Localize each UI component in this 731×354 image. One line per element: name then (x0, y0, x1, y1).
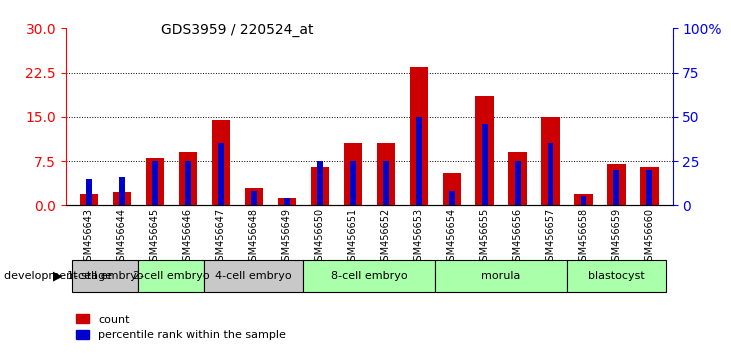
Text: GSM456644: GSM456644 (117, 207, 127, 267)
Bar (185, 161, 191, 205)
Text: GDS3959 / 220524_at: GDS3959 / 220524_at (161, 23, 314, 37)
Text: GSM456645: GSM456645 (150, 207, 160, 267)
Bar (251, 191, 257, 205)
Text: GSM456657: GSM456657 (545, 207, 556, 267)
FancyBboxPatch shape (567, 260, 666, 292)
Bar (376, 143, 395, 205)
Bar (509, 152, 526, 205)
FancyBboxPatch shape (204, 260, 303, 292)
Bar (80, 194, 98, 205)
Text: GSM456654: GSM456654 (447, 207, 457, 267)
Text: GSM456646: GSM456646 (183, 207, 193, 267)
Text: GSM456647: GSM456647 (216, 207, 226, 267)
Bar (344, 143, 362, 205)
Bar (449, 191, 455, 205)
Text: GSM456655: GSM456655 (480, 207, 490, 267)
Text: development stage: development stage (4, 271, 112, 281)
Text: GSM456650: GSM456650 (314, 207, 325, 267)
Bar (580, 196, 586, 205)
Bar (212, 120, 230, 205)
Text: 1-cell embryo: 1-cell embryo (67, 271, 143, 281)
Text: blastocyst: blastocyst (588, 271, 645, 281)
Text: GSM456653: GSM456653 (414, 207, 424, 267)
FancyBboxPatch shape (435, 260, 567, 292)
Bar (409, 67, 428, 205)
Bar (317, 161, 322, 205)
Bar (113, 192, 131, 205)
Bar (218, 143, 224, 205)
Bar (442, 173, 461, 205)
Text: GSM456658: GSM456658 (578, 207, 588, 267)
Text: GSM456648: GSM456648 (249, 207, 259, 267)
Text: morula: morula (482, 271, 520, 281)
Text: GSM456651: GSM456651 (348, 207, 357, 267)
Legend: count, percentile rank within the sample: count, percentile rank within the sample (72, 310, 290, 345)
FancyBboxPatch shape (303, 260, 435, 292)
FancyBboxPatch shape (72, 260, 138, 292)
Bar (119, 177, 125, 205)
Bar (382, 161, 389, 205)
Bar (278, 198, 296, 205)
Bar (548, 143, 553, 205)
Bar (145, 158, 164, 205)
Text: GSM456652: GSM456652 (381, 207, 390, 267)
Bar (284, 198, 289, 205)
Text: GSM456656: GSM456656 (512, 207, 523, 267)
Bar (575, 194, 593, 205)
Text: GSM456643: GSM456643 (84, 207, 94, 267)
Text: ▶: ▶ (53, 270, 62, 282)
Bar (640, 167, 659, 205)
Bar (613, 170, 619, 205)
Bar (646, 170, 652, 205)
Text: 2-cell embryo: 2-cell embryo (133, 271, 210, 281)
Bar (607, 164, 626, 205)
Bar (475, 96, 493, 205)
Text: 4-cell embryo: 4-cell embryo (216, 271, 292, 281)
Bar (178, 152, 197, 205)
Bar (416, 117, 422, 205)
FancyBboxPatch shape (138, 260, 204, 292)
Bar (245, 188, 263, 205)
Text: 8-cell embryo: 8-cell embryo (331, 271, 407, 281)
Bar (482, 124, 488, 205)
Text: GSM456649: GSM456649 (281, 207, 292, 267)
Bar (542, 117, 560, 205)
Bar (86, 179, 92, 205)
Bar (311, 167, 329, 205)
Text: GSM456659: GSM456659 (611, 207, 621, 267)
Bar (152, 161, 158, 205)
Bar (349, 161, 356, 205)
Bar (515, 161, 520, 205)
Text: GSM456660: GSM456660 (645, 207, 654, 267)
